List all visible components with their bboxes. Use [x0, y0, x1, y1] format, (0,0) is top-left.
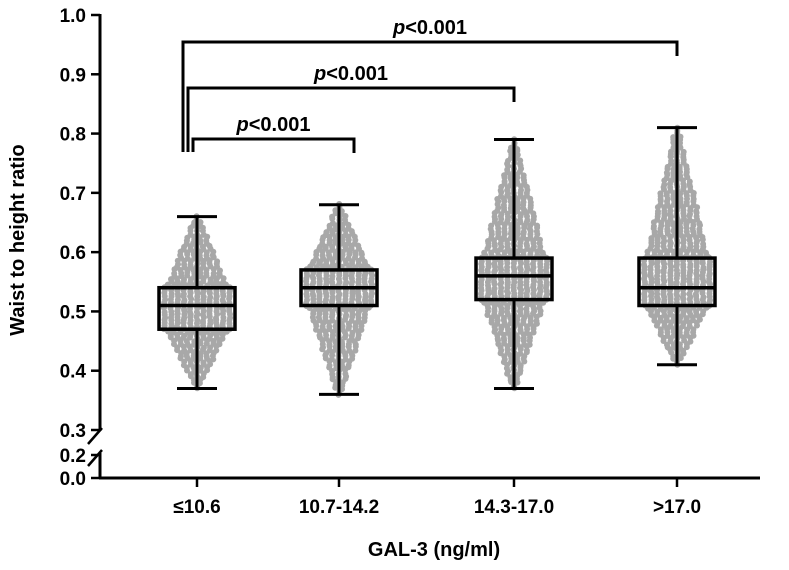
x-tick-label: >17.0	[653, 497, 701, 518]
y-tick-label: 0.0	[60, 469, 86, 490]
data-point	[655, 208, 661, 215]
significance-bracket	[181, 40, 679, 152]
data-point	[200, 359, 207, 366]
axis-break-mark	[87, 449, 103, 467]
y-tick-label: 1.0	[60, 6, 86, 27]
p-value-label: p<0.001	[236, 114, 311, 136]
y-axis-title: Waist to height ratio	[7, 144, 29, 335]
data-point	[326, 362, 333, 369]
data-point	[210, 270, 217, 277]
data-point	[329, 220, 336, 227]
data-point	[670, 134, 677, 141]
y-axis: 0.3 0.4 0.5 0.6 0.7 0.8 0.9 1.0 0.00.2	[60, 6, 760, 490]
data-point	[680, 291, 687, 298]
x-tick-label: 14.3-17.0	[474, 497, 554, 518]
x-axis-title: GAL-3 (ng/ml)	[368, 539, 500, 561]
data-point	[343, 312, 350, 319]
y-tick-label: 0.4	[60, 362, 87, 383]
significance-brackets: p<0.001 p<0.001 p<0.001	[181, 17, 679, 153]
data-point	[680, 148, 687, 155]
data-point	[657, 326, 664, 333]
significance-bracket	[191, 137, 356, 153]
data-point	[329, 294, 336, 301]
data-point	[526, 341, 533, 348]
box-iqr	[637, 256, 717, 308]
data-point	[507, 235, 514, 241]
significance-bracket	[186, 86, 516, 152]
data-point	[667, 238, 673, 244]
data-point	[661, 181, 668, 188]
y-tick-label: 0.7	[60, 184, 86, 205]
p-value-label: p<0.001	[392, 17, 467, 39]
y-tick-label: 0.9	[60, 65, 86, 86]
data-points-layer	[160, 124, 713, 398]
y-tick-label: 0.5	[60, 302, 87, 323]
data-point	[352, 249, 359, 256]
box-iqr	[474, 256, 554, 302]
box-iqr	[157, 285, 237, 331]
data-point	[657, 190, 664, 197]
y-tick-label: 0.8	[60, 125, 86, 146]
data-point	[342, 231, 349, 238]
data-point	[700, 241, 707, 247]
data-point	[523, 347, 530, 354]
y-tick-label: 0.3	[60, 421, 86, 442]
data-point	[501, 314, 507, 321]
data-point	[520, 172, 527, 179]
x-tick-label: 10.7-14.2	[299, 497, 379, 518]
data-point	[488, 222, 495, 229]
y-tick-label: 0.2	[60, 446, 86, 467]
boxes-layer	[157, 126, 717, 396]
data-point	[491, 285, 498, 292]
data-point	[657, 305, 664, 312]
x-axis-ticks: ≤10.6 10.7-14.2 14.3-17.0 >17.0	[173, 478, 701, 518]
data-point	[673, 279, 680, 286]
x-tick-label: ≤10.6	[173, 497, 220, 518]
p-value-label: p<0.001	[313, 63, 388, 85]
y-tick-label: 0.6	[60, 243, 86, 264]
data-point	[214, 258, 221, 265]
data-point	[213, 347, 220, 354]
data-point	[481, 249, 488, 256]
